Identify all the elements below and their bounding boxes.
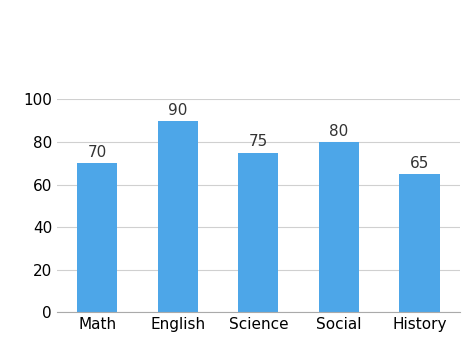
Bar — [157, 121, 198, 312]
Text: 80: 80 — [329, 124, 348, 139]
Bar — [77, 163, 117, 312]
Text: 75: 75 — [249, 135, 268, 149]
Bar — [319, 142, 359, 312]
Bar — [399, 174, 440, 312]
Text: 90: 90 — [168, 103, 187, 118]
Text: 65: 65 — [410, 156, 429, 171]
Bar — [238, 153, 278, 312]
Text: 70: 70 — [88, 145, 107, 160]
